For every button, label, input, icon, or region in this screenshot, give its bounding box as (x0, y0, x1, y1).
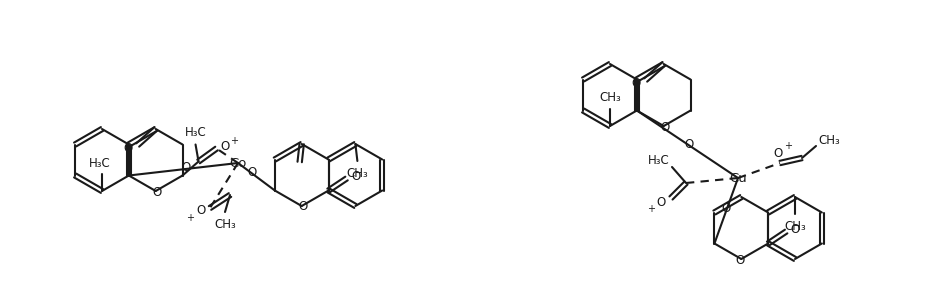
Text: +: + (647, 204, 654, 214)
Text: +: + (784, 141, 791, 151)
Text: O: O (734, 253, 744, 266)
Text: Cu: Cu (729, 172, 746, 184)
Text: O: O (656, 196, 665, 209)
Text: O: O (123, 141, 132, 155)
Text: O: O (631, 76, 640, 90)
Text: H₃C: H₃C (89, 156, 110, 169)
Text: H₃C: H₃C (648, 153, 669, 167)
Text: O: O (181, 161, 191, 174)
Text: CH₃: CH₃ (214, 217, 236, 230)
Text: O: O (152, 185, 161, 198)
Text: H₃C: H₃C (184, 126, 206, 139)
Text: O: O (721, 202, 730, 215)
Text: O: O (297, 201, 307, 213)
Text: O: O (684, 138, 693, 151)
Text: O: O (220, 140, 229, 153)
Text: Co: Co (229, 156, 246, 169)
Text: CH₃: CH₃ (784, 220, 805, 233)
Text: +: + (186, 213, 194, 223)
Text: CH₃: CH₃ (346, 167, 368, 180)
Text: CH₃: CH₃ (598, 91, 620, 103)
Text: O: O (659, 120, 668, 133)
Text: CH₃: CH₃ (818, 133, 839, 147)
Text: O: O (790, 223, 799, 236)
Text: +: + (229, 136, 237, 145)
Text: O: O (350, 170, 360, 183)
Text: O: O (772, 147, 782, 160)
Text: O: O (196, 205, 206, 217)
Text: O: O (247, 166, 257, 179)
